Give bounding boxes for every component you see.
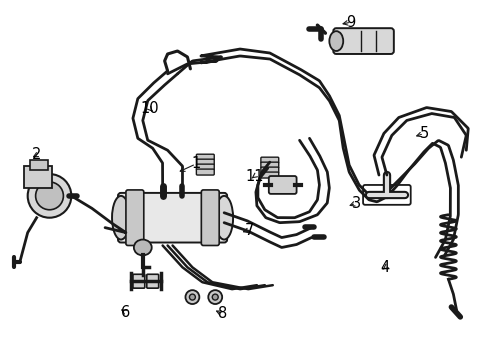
Ellipse shape [215,196,233,239]
Ellipse shape [112,196,130,239]
FancyBboxPatch shape [146,274,158,288]
Text: 4: 4 [380,260,389,275]
Text: 1: 1 [191,157,200,171]
Ellipse shape [328,31,343,51]
Circle shape [208,290,222,304]
Text: 5: 5 [419,126,428,141]
Circle shape [185,290,199,304]
Text: 3: 3 [351,196,360,211]
Circle shape [189,294,195,300]
Text: 8: 8 [218,306,227,321]
Text: 6: 6 [121,305,130,320]
Text: 9: 9 [346,15,355,30]
FancyBboxPatch shape [260,157,278,163]
Circle shape [212,294,218,300]
Ellipse shape [134,239,151,255]
FancyBboxPatch shape [260,167,278,173]
Circle shape [28,174,71,218]
FancyBboxPatch shape [333,28,393,54]
Bar [30,160,47,170]
FancyBboxPatch shape [201,190,219,246]
FancyBboxPatch shape [196,164,214,170]
FancyBboxPatch shape [126,190,143,246]
FancyBboxPatch shape [196,169,214,175]
Circle shape [36,182,63,210]
FancyBboxPatch shape [260,172,278,178]
FancyBboxPatch shape [196,154,214,160]
FancyBboxPatch shape [196,159,214,165]
FancyBboxPatch shape [268,176,296,194]
Text: 11: 11 [244,169,263,184]
FancyBboxPatch shape [118,193,226,243]
Text: 10: 10 [140,101,159,116]
Bar [24,166,51,188]
FancyBboxPatch shape [260,162,278,168]
Text: 7: 7 [244,222,254,238]
Text: 2: 2 [32,148,41,162]
FancyBboxPatch shape [133,274,144,288]
